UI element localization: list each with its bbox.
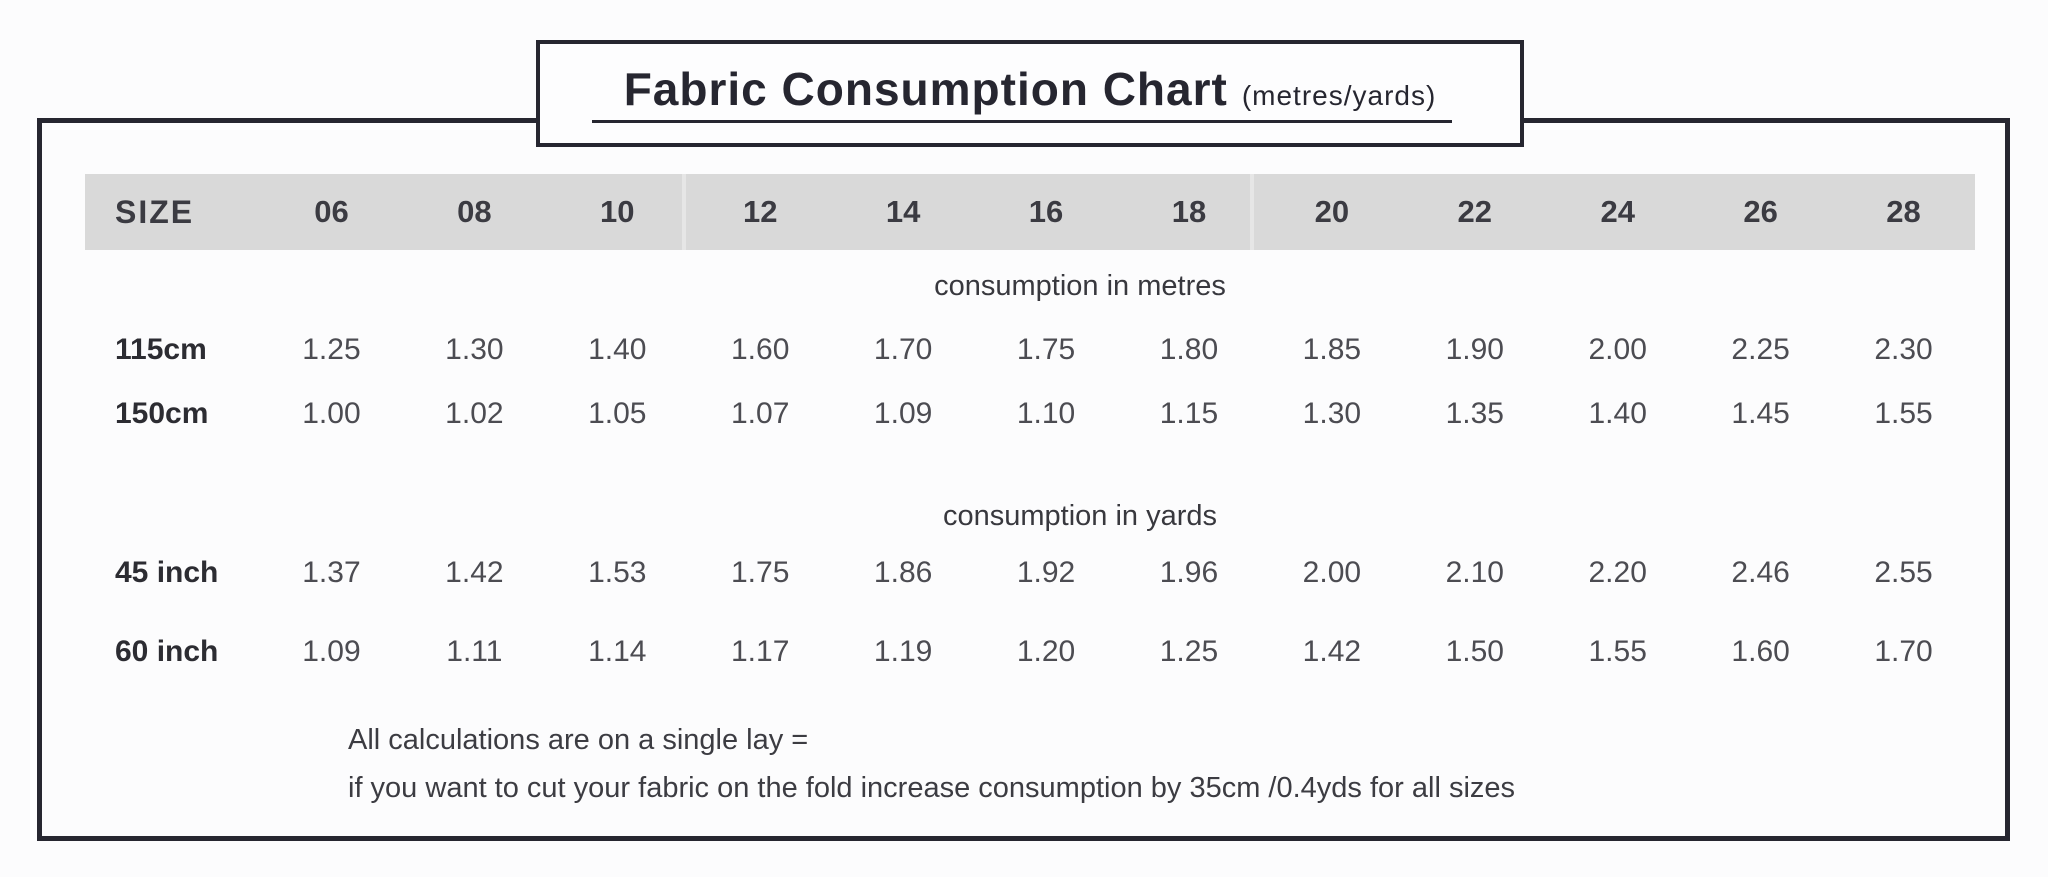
value-cell: 1.53 <box>588 556 647 589</box>
value-cell: 2.00 <box>1302 556 1362 589</box>
value-cell: 1.85 <box>1302 333 1362 366</box>
value-cell: 1.07 <box>731 397 790 430</box>
table-row-150cm: 150cm 1.00 1.02 1.05 1.07 1.09 1.10 1.15… <box>85 394 1975 434</box>
value-cell: 1.17 <box>731 635 790 668</box>
title-underline <box>592 120 1452 123</box>
value-cell: 1.02 <box>445 397 504 430</box>
table-row-45inch: 45 inch 1.37 1.42 1.53 1.75 1.86 1.92 1.… <box>85 553 1975 593</box>
value-cell: 1.25 <box>1159 635 1219 668</box>
value-cell: 1.75 <box>731 556 790 589</box>
value-cell: 1.35 <box>1445 397 1504 430</box>
header-seam <box>1250 174 1254 250</box>
value-cell: 1.75 <box>1016 333 1076 366</box>
value-cell: 1.11 <box>446 635 503 668</box>
value-cell: 1.55 <box>1874 397 1933 430</box>
header-seam <box>682 174 686 250</box>
table-row-60inch: 60 inch 1.09 1.11 1.14 1.17 1.19 1.20 1.… <box>85 632 1975 672</box>
header-cell-10: 10 <box>600 194 635 229</box>
value-cell: 2.30 <box>1874 333 1933 366</box>
value-cell: 1.30 <box>1302 397 1362 430</box>
value-cell: 2.46 <box>1731 556 1790 589</box>
value-cell: 2.25 <box>1731 333 1790 366</box>
value-cell: 1.50 <box>1445 635 1504 668</box>
value-cell: 1.09 <box>873 397 933 430</box>
row-label-45inch: 45 inch <box>115 556 219 589</box>
row-label-60inch: 60 inch <box>115 635 219 668</box>
header-cell-22: 22 <box>1457 194 1493 229</box>
value-cell: 1.60 <box>1731 635 1790 668</box>
value-cell: 2.55 <box>1874 556 1933 589</box>
row-label-115cm: 115cm <box>115 333 207 366</box>
value-cell: 1.70 <box>1874 635 1933 668</box>
value-cell: 1.15 <box>1159 397 1219 430</box>
section-label-metres: consumption in metres <box>934 270 1226 302</box>
footnote-line-2: if you want to cut your fabric on the fo… <box>348 772 1516 804</box>
value-cell: 2.00 <box>1588 333 1647 366</box>
header-cell-06: 06 <box>314 194 349 229</box>
footnote-line-1: All calculations are on a single lay = <box>348 724 809 756</box>
value-cell: 1.14 <box>588 635 647 668</box>
table-row-115cm: 115cm 1.25 1.30 1.40 1.60 1.70 1.75 1.80… <box>85 330 1975 370</box>
value-cell: 1.70 <box>873 333 933 366</box>
header-cell-16: 16 <box>1028 194 1064 229</box>
value-cell: 1.05 <box>588 397 647 430</box>
header-cell-20: 20 <box>1314 194 1350 229</box>
header-cell-24: 24 <box>1600 194 1635 229</box>
title-units-suffix: (metres/yards) <box>1241 79 1437 111</box>
header-cell-size: SIZE <box>115 193 195 230</box>
header-cell-26: 26 <box>1743 194 1778 229</box>
value-cell: 1.60 <box>731 333 790 366</box>
value-cell: 2.20 <box>1588 556 1647 589</box>
size-header-row: SIZE 06 08 10 12 14 16 18 20 22 24 26 28 <box>85 174 1975 250</box>
header-cell-18: 18 <box>1171 194 1207 229</box>
value-cell: 1.10 <box>1016 397 1076 430</box>
value-cell: 1.40 <box>588 333 647 366</box>
value-cell: 1.90 <box>1445 333 1504 366</box>
value-cell: 1.40 <box>1588 397 1647 430</box>
value-cell: 1.45 <box>1731 397 1790 430</box>
value-cell: 1.00 <box>302 397 361 430</box>
value-cell: 1.92 <box>1016 556 1076 589</box>
section-label-yards: consumption in yards <box>942 500 1218 532</box>
page-title: Fabric Consumption Chart <box>623 62 1228 115</box>
value-cell: 2.10 <box>1445 556 1504 589</box>
value-cell: 1.42 <box>1302 635 1362 668</box>
value-cell: 1.80 <box>1159 333 1219 366</box>
value-cell: 1.96 <box>1159 556 1219 589</box>
title-box: Fabric Consumption Chart (metres/yards) <box>536 40 1524 147</box>
header-cell-28: 28 <box>1886 194 1921 229</box>
value-cell: 1.30 <box>445 333 504 366</box>
value-cell: 1.86 <box>873 556 933 589</box>
value-cell: 1.42 <box>445 556 504 589</box>
value-cell: 1.55 <box>1588 635 1647 668</box>
value-cell: 1.25 <box>302 333 361 366</box>
row-label-150cm: 150cm <box>115 397 209 430</box>
title-line: Fabric Consumption Chart (metres/yards) <box>624 62 1437 116</box>
value-cell: 1.20 <box>1016 635 1076 668</box>
value-cell: 1.19 <box>873 635 933 668</box>
header-cell-14: 14 <box>885 194 921 229</box>
header-cell-12: 12 <box>742 194 778 229</box>
value-cell: 1.09 <box>302 635 361 668</box>
value-cell: 1.37 <box>302 556 361 589</box>
header-cell-08: 08 <box>457 194 492 229</box>
